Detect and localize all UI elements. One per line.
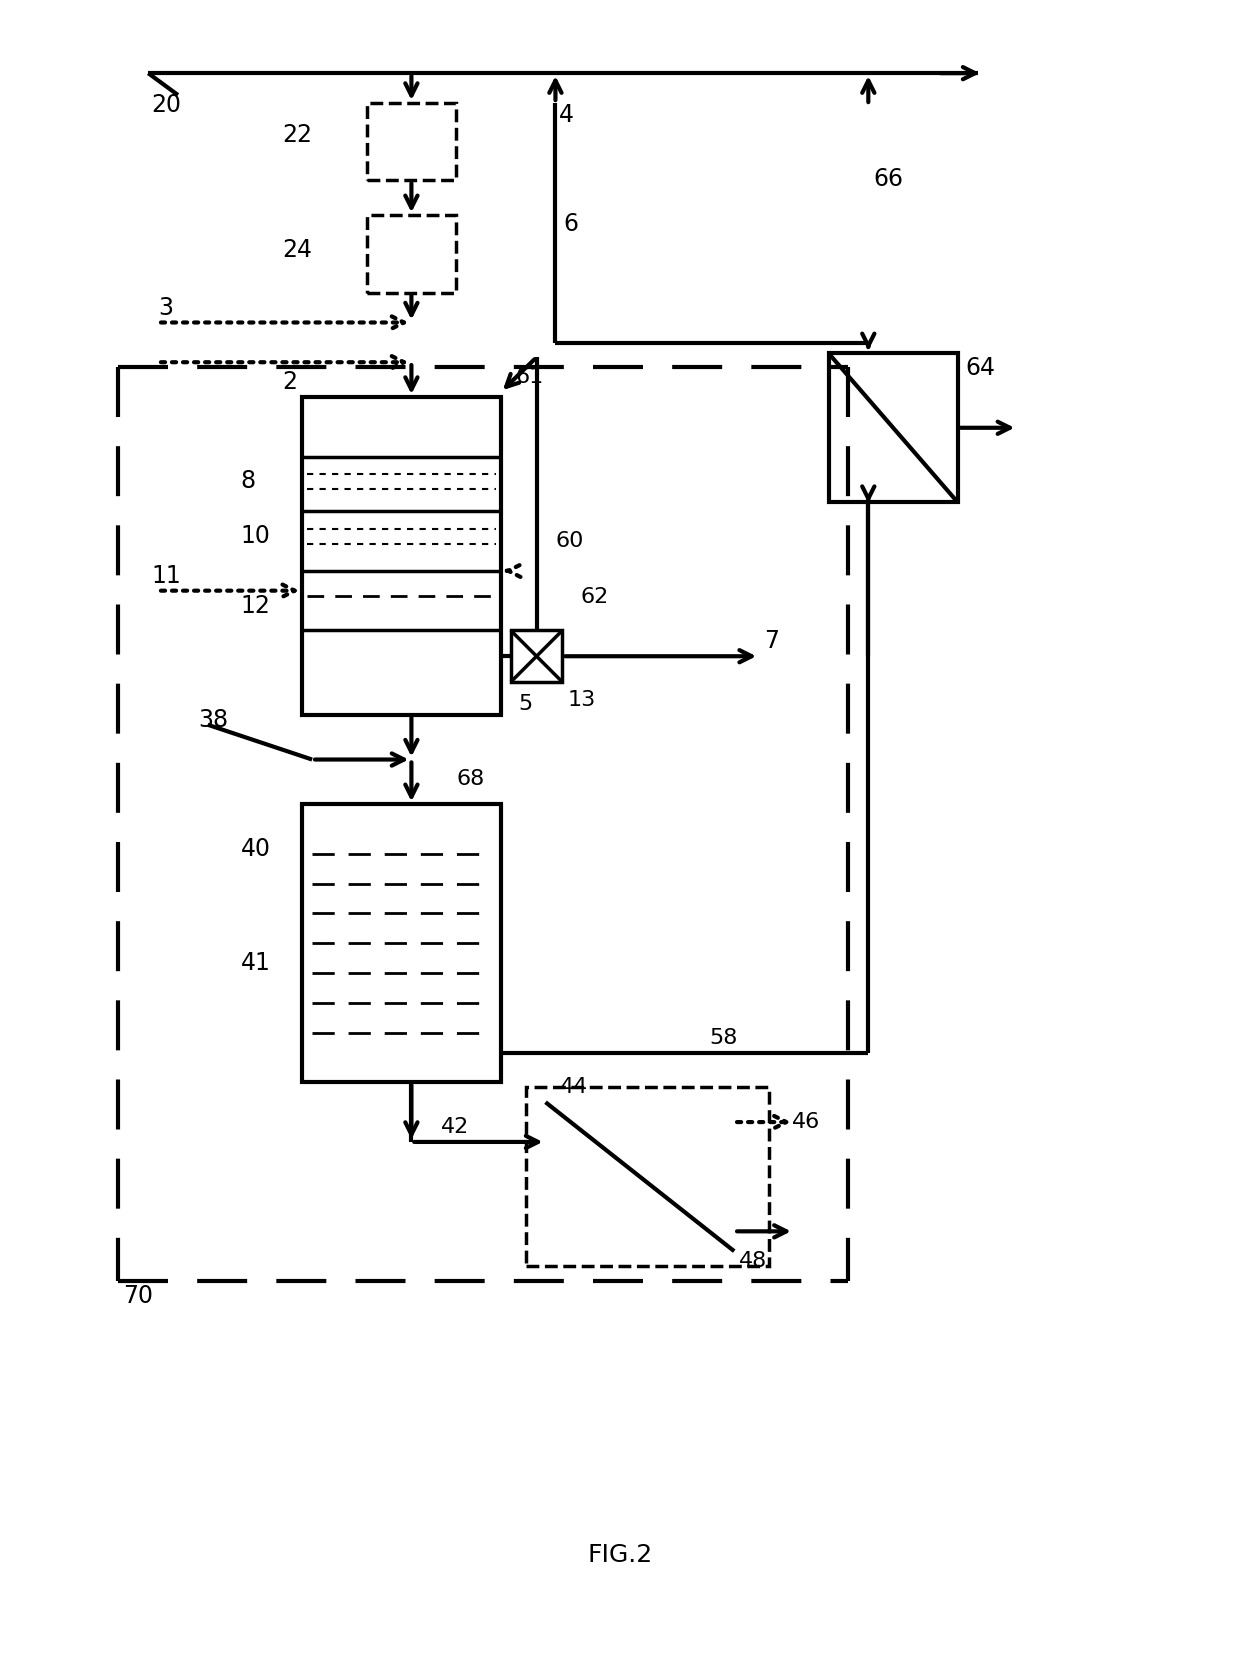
Text: 11: 11 bbox=[151, 564, 181, 588]
Text: 70: 70 bbox=[123, 1285, 154, 1308]
Text: 12: 12 bbox=[241, 593, 270, 618]
Text: 48: 48 bbox=[739, 1251, 768, 1271]
Text: 22: 22 bbox=[283, 122, 312, 147]
Text: 4: 4 bbox=[558, 102, 573, 127]
Text: 42: 42 bbox=[441, 1117, 470, 1137]
Text: 7: 7 bbox=[764, 630, 779, 653]
Text: 66: 66 bbox=[873, 168, 903, 191]
Text: 24: 24 bbox=[283, 238, 312, 261]
Bar bbox=[367, 214, 456, 293]
Text: 46: 46 bbox=[792, 1112, 820, 1132]
Bar bbox=[367, 102, 456, 181]
Text: 62: 62 bbox=[580, 586, 609, 606]
Bar bbox=[828, 353, 957, 502]
Text: 6: 6 bbox=[563, 213, 578, 236]
Text: 41: 41 bbox=[241, 951, 270, 975]
Text: 13: 13 bbox=[568, 690, 595, 710]
Text: 10: 10 bbox=[241, 524, 270, 548]
Text: 3: 3 bbox=[159, 295, 174, 320]
Text: 20: 20 bbox=[151, 92, 181, 117]
Text: 5: 5 bbox=[518, 693, 533, 714]
Bar bbox=[303, 397, 501, 715]
Text: 68: 68 bbox=[456, 769, 485, 789]
Text: 61: 61 bbox=[516, 367, 544, 387]
Text: 64: 64 bbox=[966, 357, 996, 380]
Bar bbox=[511, 630, 563, 682]
Bar bbox=[303, 804, 501, 1082]
Text: 8: 8 bbox=[241, 469, 255, 494]
Text: FIG.2: FIG.2 bbox=[588, 1543, 652, 1568]
Text: 40: 40 bbox=[241, 838, 270, 861]
Text: 2: 2 bbox=[283, 370, 298, 394]
Text: 38: 38 bbox=[198, 709, 228, 732]
Bar bbox=[526, 1087, 769, 1266]
Text: 60: 60 bbox=[556, 531, 584, 551]
Text: 58: 58 bbox=[709, 1028, 738, 1047]
Bar bbox=[546, 1102, 734, 1251]
Text: 44: 44 bbox=[560, 1077, 589, 1097]
